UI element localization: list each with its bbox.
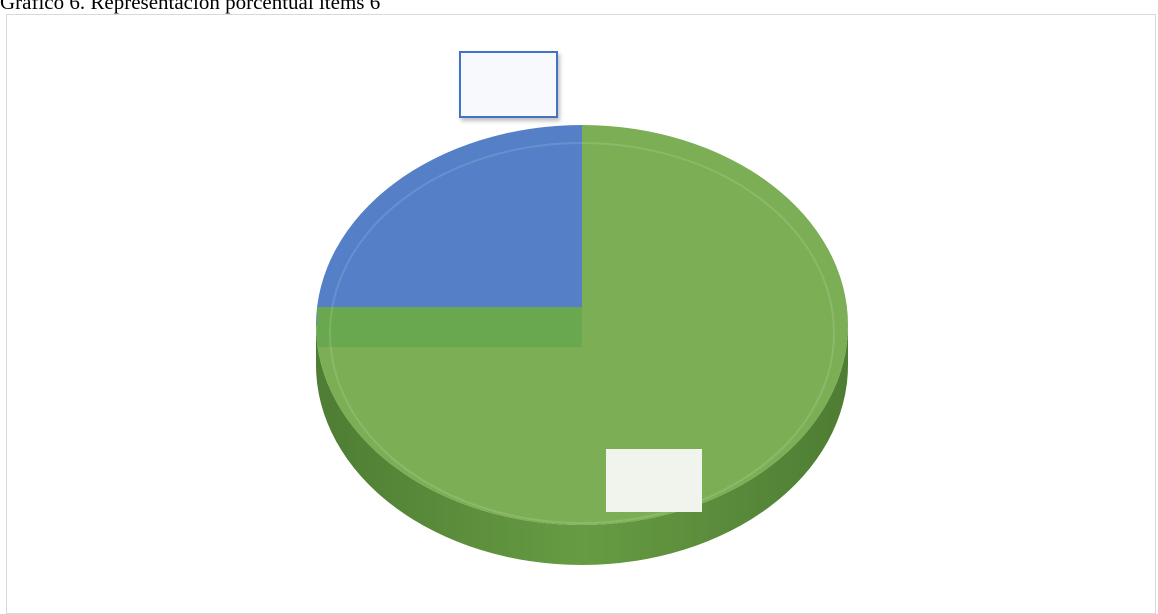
pie-slice-1 [316,125,582,325]
data-label-blue-slice [459,51,558,118]
pie-top-rim [329,142,835,524]
data-label-green-slice [606,449,702,512]
pie-chart [316,125,848,565]
pie-inner-face [317,307,582,347]
pie-side-wall [316,325,848,565]
figure-caption: Gráfico 6. Representación porcentual íte… [0,0,381,14]
